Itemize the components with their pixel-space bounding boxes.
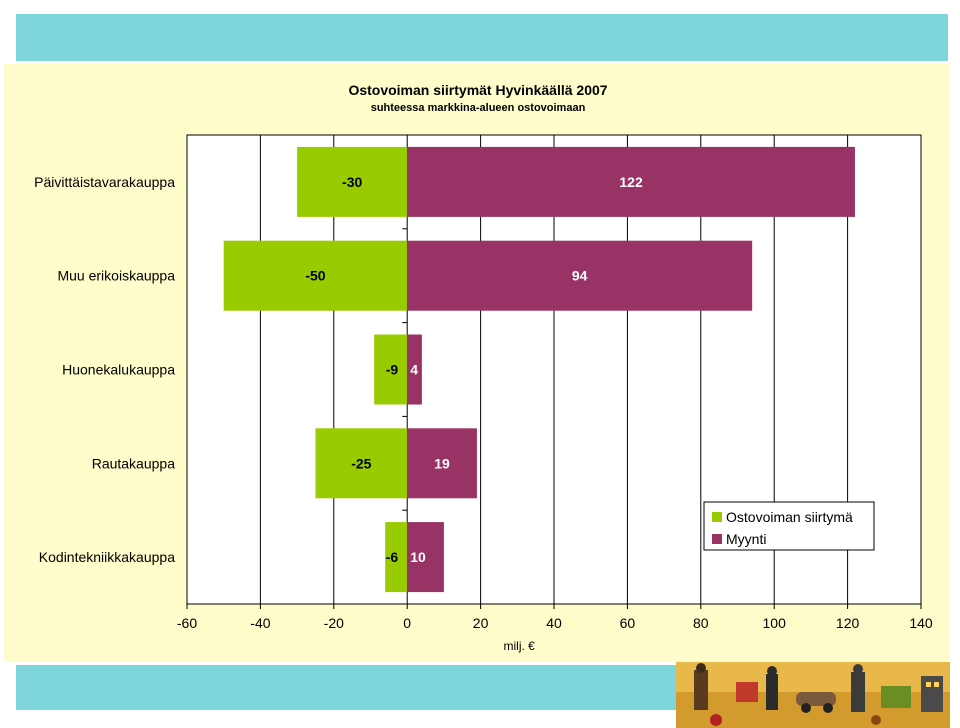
category-label: Huonekalukauppa	[62, 362, 175, 378]
data-label: -9	[386, 362, 399, 378]
x-tick-label: -60	[177, 615, 197, 631]
top-header-band	[16, 14, 948, 61]
chart-subtitle: suhteessa markkina-alueen ostovoimaan	[370, 102, 586, 114]
category-label: Muu erikoiskauppa	[57, 268, 175, 284]
x-tick-label: 20	[473, 615, 489, 631]
bar-ostovoiman-siirtyma	[223, 240, 408, 311]
bar-myynti	[407, 334, 422, 405]
category-label: Rautakauppa	[92, 455, 176, 471]
x-tick-label: -40	[250, 615, 270, 631]
chart-title: Ostovoiman siirtymät Hyvinkäällä 2007	[348, 82, 608, 98]
x-tick-label: 140	[909, 615, 933, 631]
x-tick-label: 60	[620, 615, 636, 631]
bar-myynti	[407, 522, 444, 593]
x-tick-label: 120	[836, 615, 860, 631]
data-label: 10	[410, 549, 426, 565]
category-label: Päivittäistavarakauppa	[34, 174, 175, 190]
legend-label: Myynti	[726, 531, 766, 547]
data-label: -50	[305, 268, 325, 284]
data-label: -6	[386, 549, 399, 565]
legend-swatch	[712, 534, 722, 544]
x-tick-label: 80	[693, 615, 709, 631]
data-label: 94	[572, 268, 588, 284]
x-tick-label: -20	[324, 615, 344, 631]
bar-myynti	[407, 428, 477, 499]
x-tick-label: 100	[763, 615, 787, 631]
bar-myynti	[407, 146, 855, 217]
legend-label: Ostovoiman siirtymä	[726, 509, 853, 525]
legend-swatch	[712, 512, 722, 522]
bar-ostovoiman-siirtyma	[315, 428, 408, 499]
category-label: Kodintekniikkakauppa	[39, 549, 175, 565]
data-label: 19	[434, 455, 450, 471]
city-collage-image	[676, 662, 950, 728]
bar-myynti	[407, 240, 753, 311]
data-label: 122	[619, 174, 643, 190]
bar-ostovoiman-siirtyma	[374, 334, 408, 405]
bar-ostovoiman-siirtyma	[297, 146, 408, 217]
x-tick-label: 0	[403, 615, 411, 631]
x-tick-label: 40	[546, 615, 562, 631]
bar-ostovoiman-siirtyma	[385, 522, 408, 593]
data-label: 4	[410, 362, 418, 378]
x-axis-label: milj. €	[504, 639, 536, 653]
legend	[703, 501, 875, 551]
data-label: -25	[351, 455, 371, 471]
data-label: -30	[342, 174, 362, 190]
